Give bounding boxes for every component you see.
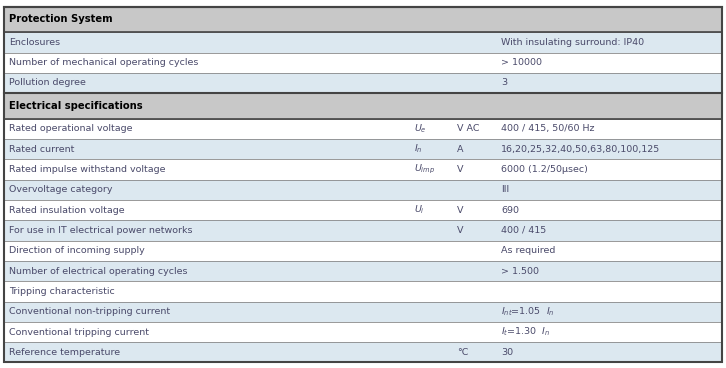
Text: Enclosures: Enclosures <box>9 38 60 47</box>
Text: Pollution degree: Pollution degree <box>9 78 86 88</box>
Text: Overvoltage category: Overvoltage category <box>9 185 113 194</box>
Bar <box>4 342 722 362</box>
Bar <box>4 159 722 180</box>
Bar <box>4 53 722 73</box>
Text: V: V <box>457 206 464 215</box>
Bar <box>4 73 722 93</box>
Text: $\mathit{U}_i$: $\mathit{U}_i$ <box>414 204 425 216</box>
Text: III: III <box>501 185 509 194</box>
Bar <box>4 93 722 119</box>
Text: Rated impulse withstand voltage: Rated impulse withstand voltage <box>9 165 166 174</box>
Text: 6000 (1.2/50μsec): 6000 (1.2/50μsec) <box>501 165 588 174</box>
Text: For use in IT electrical power networks: For use in IT electrical power networks <box>9 226 193 235</box>
Text: Electrical specifications: Electrical specifications <box>9 101 143 111</box>
Bar <box>4 301 722 322</box>
Bar <box>4 281 722 301</box>
Text: 30: 30 <box>501 348 513 357</box>
Text: Protection System: Protection System <box>9 14 113 24</box>
Text: Rated operational voltage: Rated operational voltage <box>9 124 133 133</box>
Text: $\mathit{I}_{nt}$=1.05  $\mathit{I}_n$: $\mathit{I}_{nt}$=1.05 $\mathit{I}_n$ <box>501 305 555 318</box>
Text: Number of electrical operating cycles: Number of electrical operating cycles <box>9 266 188 276</box>
Text: 3: 3 <box>501 78 507 88</box>
Text: $\mathit{U}_{imp}$: $\mathit{U}_{imp}$ <box>414 163 435 176</box>
Text: Conventional non-tripping current: Conventional non-tripping current <box>9 307 171 316</box>
Bar <box>4 241 722 261</box>
Text: V: V <box>457 226 464 235</box>
Text: 400 / 415: 400 / 415 <box>501 226 546 235</box>
Text: Conventional tripping current: Conventional tripping current <box>9 328 150 336</box>
Bar <box>4 220 722 241</box>
Text: V AC: V AC <box>457 124 480 133</box>
Text: $\mathit{I}_t$=1.30  $\mathit{I}_n$: $\mathit{I}_t$=1.30 $\mathit{I}_n$ <box>501 326 550 338</box>
Bar <box>4 139 722 159</box>
Text: Rated current: Rated current <box>9 145 75 154</box>
Text: > 10000: > 10000 <box>501 58 542 67</box>
Text: Reference temperature: Reference temperature <box>9 348 121 357</box>
Text: Number of mechanical operating cycles: Number of mechanical operating cycles <box>9 58 199 67</box>
Text: V: V <box>457 165 464 174</box>
Bar <box>4 32 722 53</box>
Text: $\mathit{U}_e$: $\mathit{U}_e$ <box>414 123 427 135</box>
Bar <box>4 200 722 220</box>
Text: °C: °C <box>457 348 469 357</box>
Text: 690: 690 <box>501 206 519 215</box>
Text: $\mathit{I}_n$: $\mathit{I}_n$ <box>414 143 423 155</box>
Text: 16,20,25,32,40,50,63,80,100,125: 16,20,25,32,40,50,63,80,100,125 <box>501 145 660 154</box>
Bar <box>4 322 722 342</box>
Bar <box>4 180 722 200</box>
Bar <box>4 261 722 281</box>
Text: As required: As required <box>501 246 555 255</box>
Text: Tripping characteristic: Tripping characteristic <box>9 287 115 296</box>
Text: Rated insulation voltage: Rated insulation voltage <box>9 206 125 215</box>
Text: Direction of incoming supply: Direction of incoming supply <box>9 246 145 255</box>
Text: > 1.500: > 1.500 <box>501 266 539 276</box>
Bar <box>4 119 722 139</box>
Text: With insulating surround: IP40: With insulating surround: IP40 <box>501 38 644 47</box>
Bar <box>4 7 722 32</box>
Text: A: A <box>457 145 464 154</box>
Text: 400 / 415, 50/60 Hz: 400 / 415, 50/60 Hz <box>501 124 595 133</box>
